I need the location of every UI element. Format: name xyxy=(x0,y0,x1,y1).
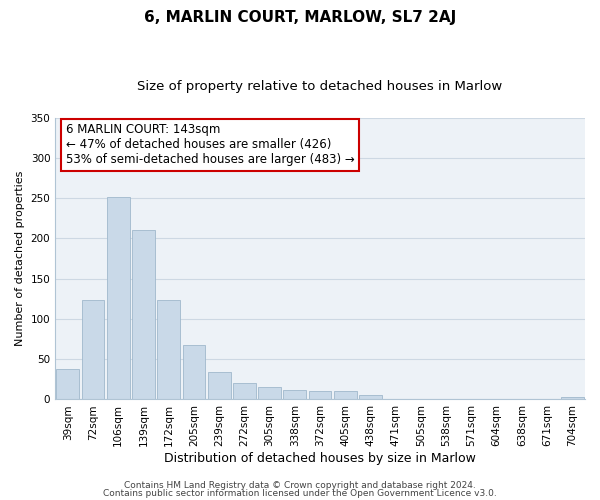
Text: 6, MARLIN COURT, MARLOW, SL7 2AJ: 6, MARLIN COURT, MARLOW, SL7 2AJ xyxy=(144,10,456,25)
Title: Size of property relative to detached houses in Marlow: Size of property relative to detached ho… xyxy=(137,80,503,93)
Bar xyxy=(82,300,104,400)
Text: 6 MARLIN COURT: 143sqm
← 47% of detached houses are smaller (426)
53% of semi-de: 6 MARLIN COURT: 143sqm ← 47% of detached… xyxy=(66,124,355,166)
Bar xyxy=(334,392,356,400)
Bar xyxy=(561,397,584,400)
Bar xyxy=(132,230,155,400)
Y-axis label: Number of detached properties: Number of detached properties xyxy=(15,171,25,346)
Bar xyxy=(107,196,130,400)
Bar xyxy=(233,384,256,400)
Bar xyxy=(385,398,407,400)
Text: Contains HM Land Registry data © Crown copyright and database right 2024.: Contains HM Land Registry data © Crown c… xyxy=(124,481,476,490)
Bar xyxy=(258,386,281,400)
Bar xyxy=(309,392,331,400)
Bar xyxy=(56,369,79,400)
X-axis label: Distribution of detached houses by size in Marlow: Distribution of detached houses by size … xyxy=(164,452,476,465)
Text: Contains public sector information licensed under the Open Government Licence v3: Contains public sector information licen… xyxy=(103,488,497,498)
Bar xyxy=(208,372,230,400)
Bar xyxy=(157,300,180,400)
Bar xyxy=(283,390,306,400)
Bar xyxy=(359,396,382,400)
Bar xyxy=(182,344,205,400)
